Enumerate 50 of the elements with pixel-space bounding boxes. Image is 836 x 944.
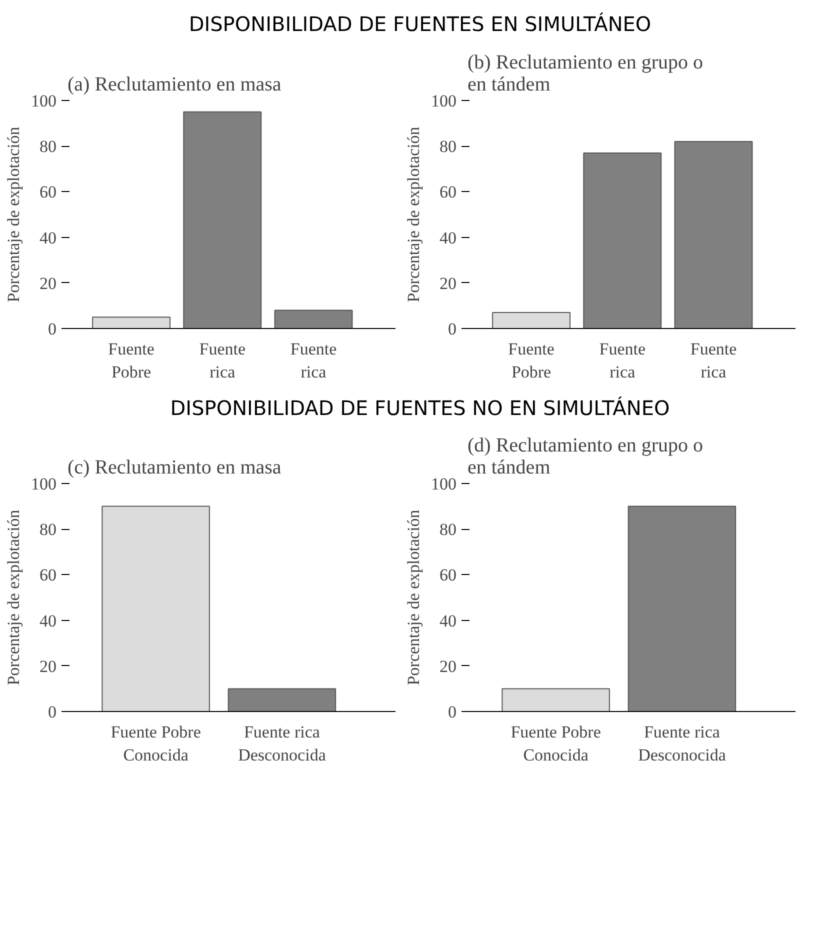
bar xyxy=(674,140,753,328)
bar xyxy=(92,316,170,328)
text: DISPONIBILIDAD DE FUENTES EN SIMULTÁNEO xyxy=(188,11,652,38)
text: DISPONIBILIDAD DE FUENTES NO EN SIMULTÁNEO xyxy=(170,394,670,422)
y-tick-label: 100 xyxy=(431,91,456,110)
y-tick-label: 40 xyxy=(440,611,456,630)
y-tick-label: 0 xyxy=(48,319,56,338)
x-tick-label: Fuente Pobre xyxy=(508,339,554,381)
x-tick-label: Fuente rica Desconocida xyxy=(238,722,326,764)
y-tick-label: 80 xyxy=(440,136,456,156)
y-tick-label: 0 xyxy=(448,702,456,722)
chart-title: (b) Reclutamiento en grupo o en tándem xyxy=(468,51,703,96)
x-tick-label: Fuente Pobre Conocida xyxy=(510,722,601,764)
y-tick-label: 40 xyxy=(40,228,56,247)
x-tick-label: Fuente rica xyxy=(599,339,646,381)
y-tick-label: 0 xyxy=(48,702,56,722)
y-tick-label: 80 xyxy=(40,136,56,156)
chart-title: (d) Reclutamiento en grupo o en tándem xyxy=(468,434,703,479)
bar xyxy=(583,152,662,328)
x-tick-label: Fuente rica xyxy=(290,339,337,381)
y-tick-label: 60 xyxy=(440,182,456,202)
y-axis-title: Porcentaje de explotación xyxy=(404,126,423,302)
chart-title: (a) Reclutamiento en masa xyxy=(68,73,282,96)
y-tick-label: 100 xyxy=(31,474,56,494)
y-tick-label: 40 xyxy=(440,228,456,247)
x-tick-label: Fuente rica Desconocida xyxy=(638,722,726,764)
y-axis-title: Porcentaje de explotación xyxy=(4,509,23,686)
y-tick-label: 20 xyxy=(40,657,56,676)
bar xyxy=(183,110,262,328)
x-tick-label: Fuente Pobre xyxy=(108,339,154,381)
x-tick-label: Fuente Pobre Conocida xyxy=(110,722,201,764)
x-tick-label: Fuente rica xyxy=(199,339,246,381)
bar xyxy=(274,309,353,328)
y-tick-label: 60 xyxy=(40,566,56,585)
y-tick-label: 60 xyxy=(40,182,56,202)
y-tick-label: 0 xyxy=(448,319,456,338)
y-tick-label: 20 xyxy=(440,657,456,676)
y-tick-label: 20 xyxy=(40,273,56,292)
y-tick-label: 80 xyxy=(440,520,456,540)
y-axis-title: Porcentaje de explotación xyxy=(4,126,23,302)
y-tick-label: 100 xyxy=(31,91,56,110)
chart-title: (c) Reclutamiento en masa xyxy=(68,456,282,479)
bar xyxy=(492,312,570,328)
x-tick-label: Fuente rica xyxy=(690,339,737,381)
y-tick-label: 60 xyxy=(440,566,456,585)
y-axis-title: Porcentaje de explotación xyxy=(404,509,423,686)
y-tick-label: 100 xyxy=(431,474,456,494)
y-tick-label: 40 xyxy=(40,611,56,630)
y-tick-label: 20 xyxy=(440,273,456,292)
y-tick-label: 80 xyxy=(40,520,56,540)
